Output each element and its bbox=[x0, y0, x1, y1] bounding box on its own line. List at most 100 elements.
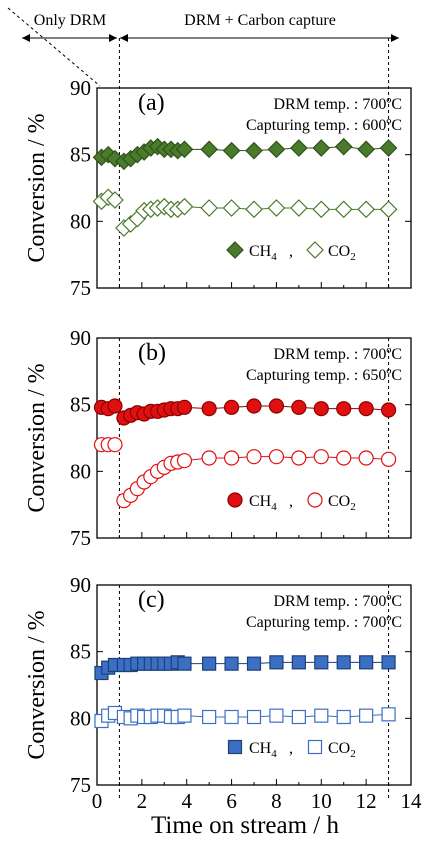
legend: CH4, CO2 bbox=[226, 241, 356, 263]
legend-co2-marker bbox=[307, 739, 323, 755]
data-point bbox=[222, 199, 241, 217]
data-point bbox=[380, 402, 397, 418]
data-point bbox=[246, 398, 262, 414]
data-point bbox=[201, 450, 217, 466]
data-point bbox=[200, 140, 218, 159]
data-point bbox=[336, 655, 351, 670]
y-tick-label: 80 bbox=[70, 706, 91, 730]
data-point bbox=[334, 200, 353, 219]
data-point bbox=[269, 655, 284, 670]
data-point bbox=[313, 401, 329, 417]
legend-separator: , bbox=[289, 493, 293, 510]
y-tick-label: 85 bbox=[70, 640, 91, 664]
data-point bbox=[314, 708, 329, 723]
phase-header: Only DRM DRM + Carbon capture bbox=[7, 7, 399, 87]
x-tick-label: 0 bbox=[92, 789, 103, 813]
data-point bbox=[202, 709, 217, 725]
data-point bbox=[336, 401, 352, 417]
data-point bbox=[246, 656, 262, 671]
legend-co2-marker bbox=[307, 492, 323, 508]
capture-temp-note: Capturing temp. : 700ºC bbox=[246, 614, 402, 631]
legend-co2-subscript: 2 bbox=[350, 251, 356, 263]
data-point bbox=[200, 199, 218, 217]
data-point bbox=[202, 656, 217, 671]
drm-temp-note: DRM temp. : 700ºC bbox=[273, 346, 402, 363]
data-point bbox=[312, 200, 331, 219]
data-point bbox=[269, 708, 284, 723]
data-point bbox=[175, 197, 194, 216]
data-point bbox=[245, 200, 263, 219]
data-point bbox=[106, 191, 124, 209]
data-point bbox=[175, 140, 194, 159]
data-point bbox=[246, 709, 262, 725]
data-point bbox=[380, 451, 397, 467]
data-point bbox=[313, 449, 329, 465]
legend-co2-label: CO2 bbox=[328, 243, 356, 263]
data-point bbox=[359, 708, 374, 723]
data-point bbox=[357, 140, 375, 159]
data-point bbox=[291, 709, 306, 725]
capture-temp-note: Capturing temp. : 650ºC bbox=[246, 367, 402, 384]
series-co2 bbox=[94, 705, 396, 729]
x-tick-labels: 0 2 4 6 8 10 12 14 bbox=[92, 789, 422, 813]
data-point bbox=[268, 398, 285, 414]
data-point bbox=[224, 656, 239, 671]
capture-temp-note: Capturing temp. : 600ºC bbox=[246, 117, 402, 134]
x-tick-label: 4 bbox=[181, 789, 192, 813]
y-axis-label: Conversion / % bbox=[24, 363, 50, 512]
data-point bbox=[177, 656, 192, 671]
series-ch4 bbox=[94, 655, 396, 681]
data-point bbox=[334, 137, 353, 156]
drm-temp-note: DRM temp. : 700ºC bbox=[273, 96, 402, 113]
x-axis-label: Time on stream / h bbox=[151, 812, 339, 839]
legend-ch4-marker bbox=[227, 492, 243, 508]
data-point bbox=[246, 449, 262, 465]
legend-co2-label: CO2 bbox=[328, 493, 356, 513]
data-point bbox=[358, 450, 374, 466]
data-point bbox=[290, 199, 308, 217]
legend-separator: , bbox=[289, 243, 293, 260]
data-point bbox=[107, 437, 123, 453]
y-tick-label: 80 bbox=[70, 459, 91, 483]
series-co2 bbox=[93, 437, 397, 509]
data-point bbox=[267, 140, 286, 159]
legend-ch4-label: CH4 bbox=[249, 493, 277, 513]
series-ch4 bbox=[93, 398, 397, 426]
panel-label: (c) bbox=[138, 587, 165, 613]
panel-label: (b) bbox=[138, 340, 166, 366]
legend-ch4-subscript: 4 bbox=[271, 748, 277, 760]
data-point bbox=[381, 707, 396, 722]
x-tick-label: 12 bbox=[356, 789, 377, 813]
x-tick-label: 2 bbox=[137, 789, 148, 813]
legend-separator: , bbox=[289, 740, 293, 757]
data-point bbox=[223, 399, 240, 415]
legend-co2-marker bbox=[306, 241, 324, 259]
y-tick-label: 90 bbox=[70, 76, 91, 100]
legend: CH4, CO2 bbox=[227, 492, 356, 513]
data-point bbox=[336, 450, 352, 466]
y-axis-label: Conversion / % bbox=[24, 113, 50, 262]
series-ch4 bbox=[92, 137, 398, 171]
legend-ch4-label: CH4 bbox=[249, 740, 277, 760]
data-point bbox=[358, 401, 374, 417]
panel-b: 75 80 85 90 Conversion / % (b) DRM temp. : 700… bbox=[24, 326, 412, 550]
legend-ch4-subscript: 4 bbox=[271, 251, 277, 263]
legend-co2-subscript: 2 bbox=[350, 748, 356, 760]
legend-ch4-marker bbox=[227, 739, 243, 755]
data-point bbox=[314, 655, 329, 670]
series-co2 bbox=[92, 188, 398, 237]
data-point bbox=[291, 399, 307, 415]
data-point bbox=[267, 199, 286, 217]
y-tick-label: 80 bbox=[70, 209, 91, 233]
data-point bbox=[176, 399, 193, 415]
panel-c: 75 80 85 90 Conversion / % (c) DRM temp. : 700… bbox=[24, 573, 412, 800]
x-tick-label: 14 bbox=[401, 789, 423, 813]
data-point bbox=[245, 141, 263, 160]
data-point bbox=[357, 200, 375, 219]
data-point bbox=[291, 450, 307, 466]
data-point bbox=[223, 450, 240, 466]
data-point bbox=[336, 709, 351, 725]
y-tick-label: 90 bbox=[70, 326, 91, 350]
y-tick-label: 75 bbox=[70, 526, 91, 550]
